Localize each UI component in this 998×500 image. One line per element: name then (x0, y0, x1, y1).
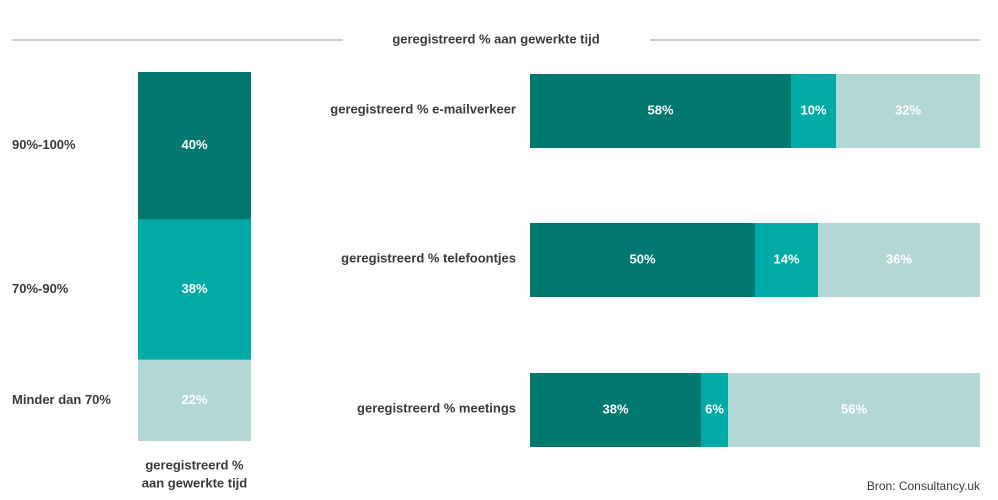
bar-segment (818, 223, 980, 297)
x-axis-label: geregistreerd % (145, 457, 244, 472)
legend-label: 90%-100% (12, 137, 76, 152)
value-label: 36% (886, 251, 912, 266)
legend-label: 70%-90% (12, 281, 69, 296)
value-label: 58% (647, 102, 673, 117)
x-axis-label: aan gewerkte tijd (142, 475, 248, 490)
bar-segment (138, 219, 251, 360)
bar-segment (836, 74, 980, 148)
bar-segment (530, 74, 791, 148)
value-label: 50% (629, 251, 655, 266)
bar-segment (701, 373, 728, 447)
value-label: 14% (773, 251, 799, 266)
source: Bron: Consultancy.uk (867, 479, 981, 493)
value-label: 38% (181, 281, 207, 296)
category-label: geregistreerd % e-mailverkeer (330, 101, 516, 116)
bar-segment (755, 223, 818, 297)
value-label: 10% (800, 102, 826, 117)
chart-title: geregistreerd % aan gewerkte tijd (392, 31, 599, 46)
value-label: 56% (841, 401, 867, 416)
bar-segment (530, 223, 755, 297)
bar-segment (791, 74, 836, 148)
category-label: geregistreerd % telefoontjes (341, 250, 516, 265)
bar-segment (138, 359, 251, 441)
category-label: geregistreerd % meetings (357, 400, 516, 415)
value-label: 40% (181, 137, 207, 152)
legend-label: Minder dan 70% (12, 392, 111, 407)
value-label: 38% (602, 401, 628, 416)
bar-segment (138, 72, 251, 220)
value-label: 6% (705, 401, 724, 416)
value-label: 32% (895, 102, 921, 117)
bar-segment (728, 373, 980, 447)
value-label: 22% (181, 392, 207, 407)
bar-segment (530, 373, 701, 447)
